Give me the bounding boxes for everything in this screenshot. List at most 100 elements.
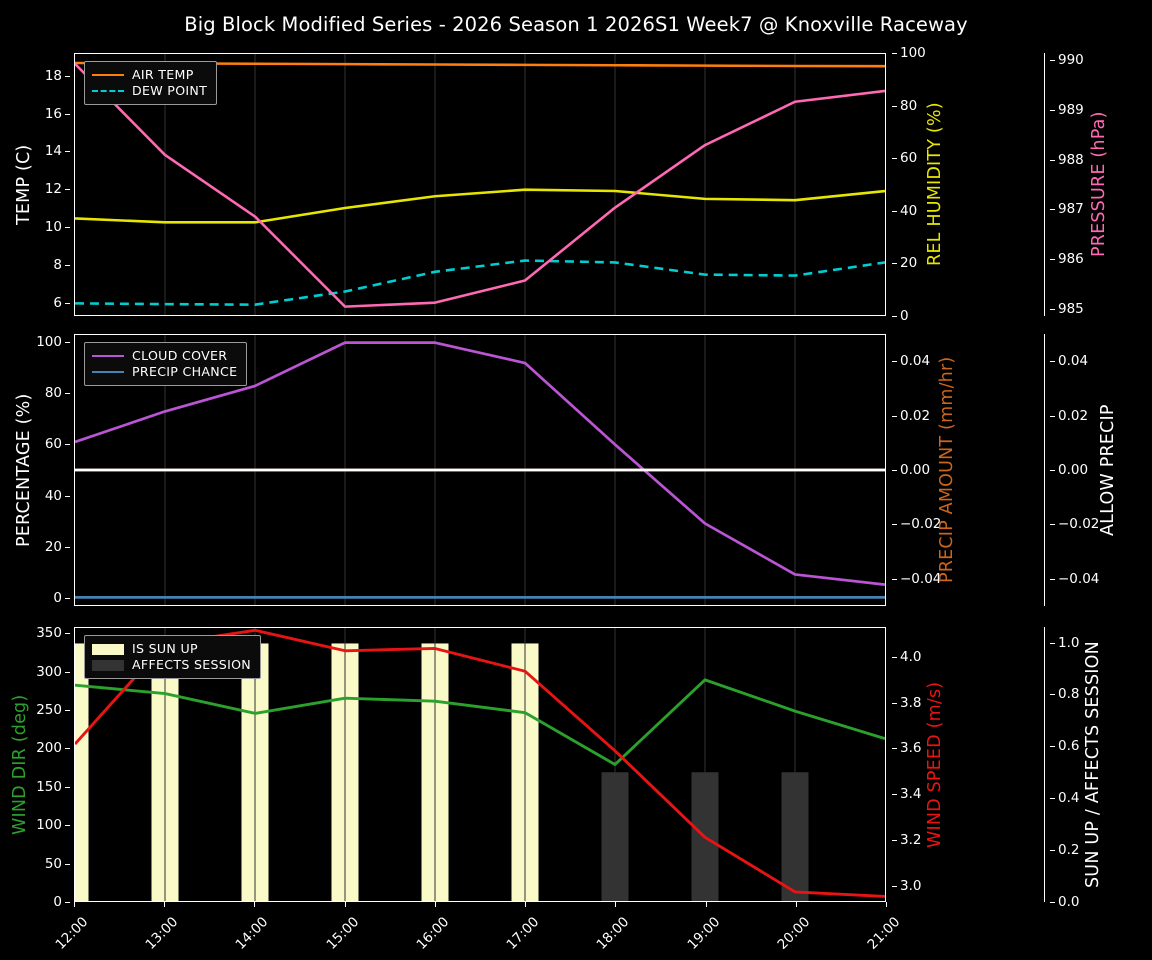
axis-tick-label: 12 — [44, 181, 62, 198]
axis-tick-label: 0.8 — [1058, 686, 1080, 703]
legend-item: CLOUD COVER — [92, 348, 237, 364]
x-axis-tick-mark — [254, 902, 256, 907]
axis-tick-label: 0.00 — [900, 462, 931, 478]
axis-tick-mark — [1050, 258, 1055, 260]
legend-item: AFFECTS SESSION — [92, 657, 251, 673]
axis-tick-label: 100 — [36, 333, 62, 350]
axis-tick-mark — [892, 470, 897, 471]
x-axis-tick-label: 15:00 — [323, 914, 362, 953]
axis-tick-mark — [1050, 746, 1055, 748]
axis-tick-label: 80 — [900, 97, 918, 114]
panel1-legend: AIR TEMP DEW POINT — [84, 61, 218, 105]
axis-tick-mark — [1050, 60, 1055, 62]
axis-tick-label: 20 — [900, 255, 918, 272]
axis-tick-label: 20 — [44, 538, 62, 555]
panel-cloud-precip: CLOUD COVER PRECIP CHANCE — [74, 334, 886, 606]
axis-tick-mark — [65, 113, 70, 115]
panel3-legend: IS SUN UP AFFECTS SESSION — [84, 635, 262, 679]
axis-tick-mark — [1050, 850, 1055, 852]
axis-tick-mark — [1050, 694, 1055, 696]
panel1-left-ticks: 6 8 10 12 14 16 18 — [28, 53, 70, 316]
axis-tick-label: 986 — [1058, 250, 1084, 267]
axis-tick-label: 6 — [53, 294, 62, 311]
legend-item: AIR TEMP — [92, 67, 207, 83]
panel3-right1-ticks: 3.0 3.2 3.4 3.6 3.8 4.0 — [892, 627, 932, 902]
panel1-gridlines — [164, 54, 796, 315]
affects-session-bar-swatch — [92, 659, 124, 671]
axis-tick-label: 40 — [44, 487, 62, 504]
x-axis-tick-label: 19:00 — [684, 914, 723, 953]
axis-tick-mark — [1050, 470, 1055, 471]
axis-tick-mark — [892, 316, 897, 317]
axis-tick-mark — [65, 748, 70, 750]
axis-tick-label: 3.6 — [900, 740, 922, 757]
x-axis-tick-label: 21:00 — [864, 914, 904, 953]
legend-label: DEW POINT — [132, 83, 208, 99]
axis-tick-label: 985 — [1058, 300, 1084, 317]
axis-tick-label: 200 — [36, 740, 62, 757]
is-sun-up-bar-swatch — [92, 643, 124, 655]
panel1-right1-ticks: 0 20 40 60 80 100 — [892, 45, 932, 324]
wind-dir-line — [75, 678, 885, 766]
panel3-left-ticks: 0 50 100 150 200 250 300 350 — [24, 625, 70, 910]
panel3-plot — [75, 628, 885, 901]
x-axis-tick-mark — [705, 902, 707, 907]
axis-tick-label: 988 — [1058, 151, 1084, 168]
panel3-right2-axis-label: SUN UP / AFFECTS SESSION — [1083, 641, 1103, 888]
axis-tick-mark — [892, 794, 897, 796]
legend-item: DEW POINT — [92, 83, 207, 99]
axis-tick-mark — [65, 825, 70, 827]
x-axis-tick-label: 16:00 — [413, 914, 453, 953]
axis-tick-mark — [892, 885, 897, 887]
axis-tick-label: 100 — [36, 817, 62, 834]
axis-tick-mark — [1050, 798, 1055, 800]
axis-tick-label: 60 — [44, 436, 62, 453]
panel3-right1-axis-label: WIND SPEED (m/s) — [925, 681, 945, 848]
panel1-series — [75, 61, 885, 308]
axis-tick-label: 3.0 — [900, 877, 922, 894]
axis-tick-label: 8 — [53, 256, 62, 273]
axis-tick-label: 0 — [900, 308, 909, 324]
axis-tick-label: 0 — [53, 590, 62, 607]
page-title: Big Block Modified Series - 2026 Season … — [184, 13, 968, 36]
axis-tick-mark — [892, 840, 897, 842]
axis-tick-label: 987 — [1058, 201, 1084, 218]
axis-tick-mark — [1050, 578, 1055, 580]
axis-tick-mark — [1050, 902, 1055, 903]
panel2-right2-ticks: −0.04 −0.02 0.00 0.02 0.04 — [1050, 334, 1102, 606]
panel-weather-temperature: AIR TEMP DEW POINT — [74, 53, 886, 316]
axis-tick-mark — [892, 656, 897, 658]
axis-tick-mark — [65, 75, 70, 77]
cloud-cover-line-swatch — [92, 355, 124, 357]
dew-point-line — [75, 259, 885, 306]
panel2-legend: CLOUD COVER PRECIP CHANCE — [84, 342, 248, 386]
x-axis-tick-mark — [886, 902, 887, 907]
x-axis-tick-mark — [344, 902, 346, 907]
cloud-cover-line — [75, 341, 885, 586]
axis-tick-label: 3.8 — [900, 694, 922, 711]
panel1-right2-ticks: 985 986 987 988 989 990 — [1050, 52, 1094, 317]
axis-tick-label: 10 — [44, 219, 62, 236]
axis-tick-mark — [892, 578, 897, 580]
legend-item: IS SUN UP — [92, 641, 251, 657]
axis-tick-mark — [892, 415, 897, 417]
axis-tick-mark — [892, 158, 897, 160]
axis-tick-mark — [892, 748, 897, 750]
axis-tick-mark — [892, 524, 897, 526]
panel1-right2-axis-label: PRESSURE (hPa) — [1089, 111, 1109, 258]
axis-tick-label: 0.02 — [900, 407, 931, 424]
axis-tick-mark — [65, 264, 70, 266]
axis-tick-label: −0.04 — [900, 570, 942, 587]
panel3-right2-spine — [1044, 627, 1046, 902]
axis-tick-label: 50 — [44, 855, 62, 872]
axis-tick-label: 14 — [44, 143, 62, 160]
axis-tick-mark — [65, 546, 70, 548]
axis-tick-mark — [65, 495, 70, 497]
axis-tick-label: 0.2 — [1058, 842, 1080, 859]
x-axis-tick-mark — [164, 902, 166, 907]
axis-tick-label: 990 — [1058, 52, 1084, 69]
axis-tick-label: −0.04 — [1058, 570, 1100, 587]
axis-tick-label: 0 — [53, 894, 62, 910]
panel3-right2-ticks: 0.0 0.2 0.4 0.6 0.8 1.0 — [1050, 627, 1090, 910]
